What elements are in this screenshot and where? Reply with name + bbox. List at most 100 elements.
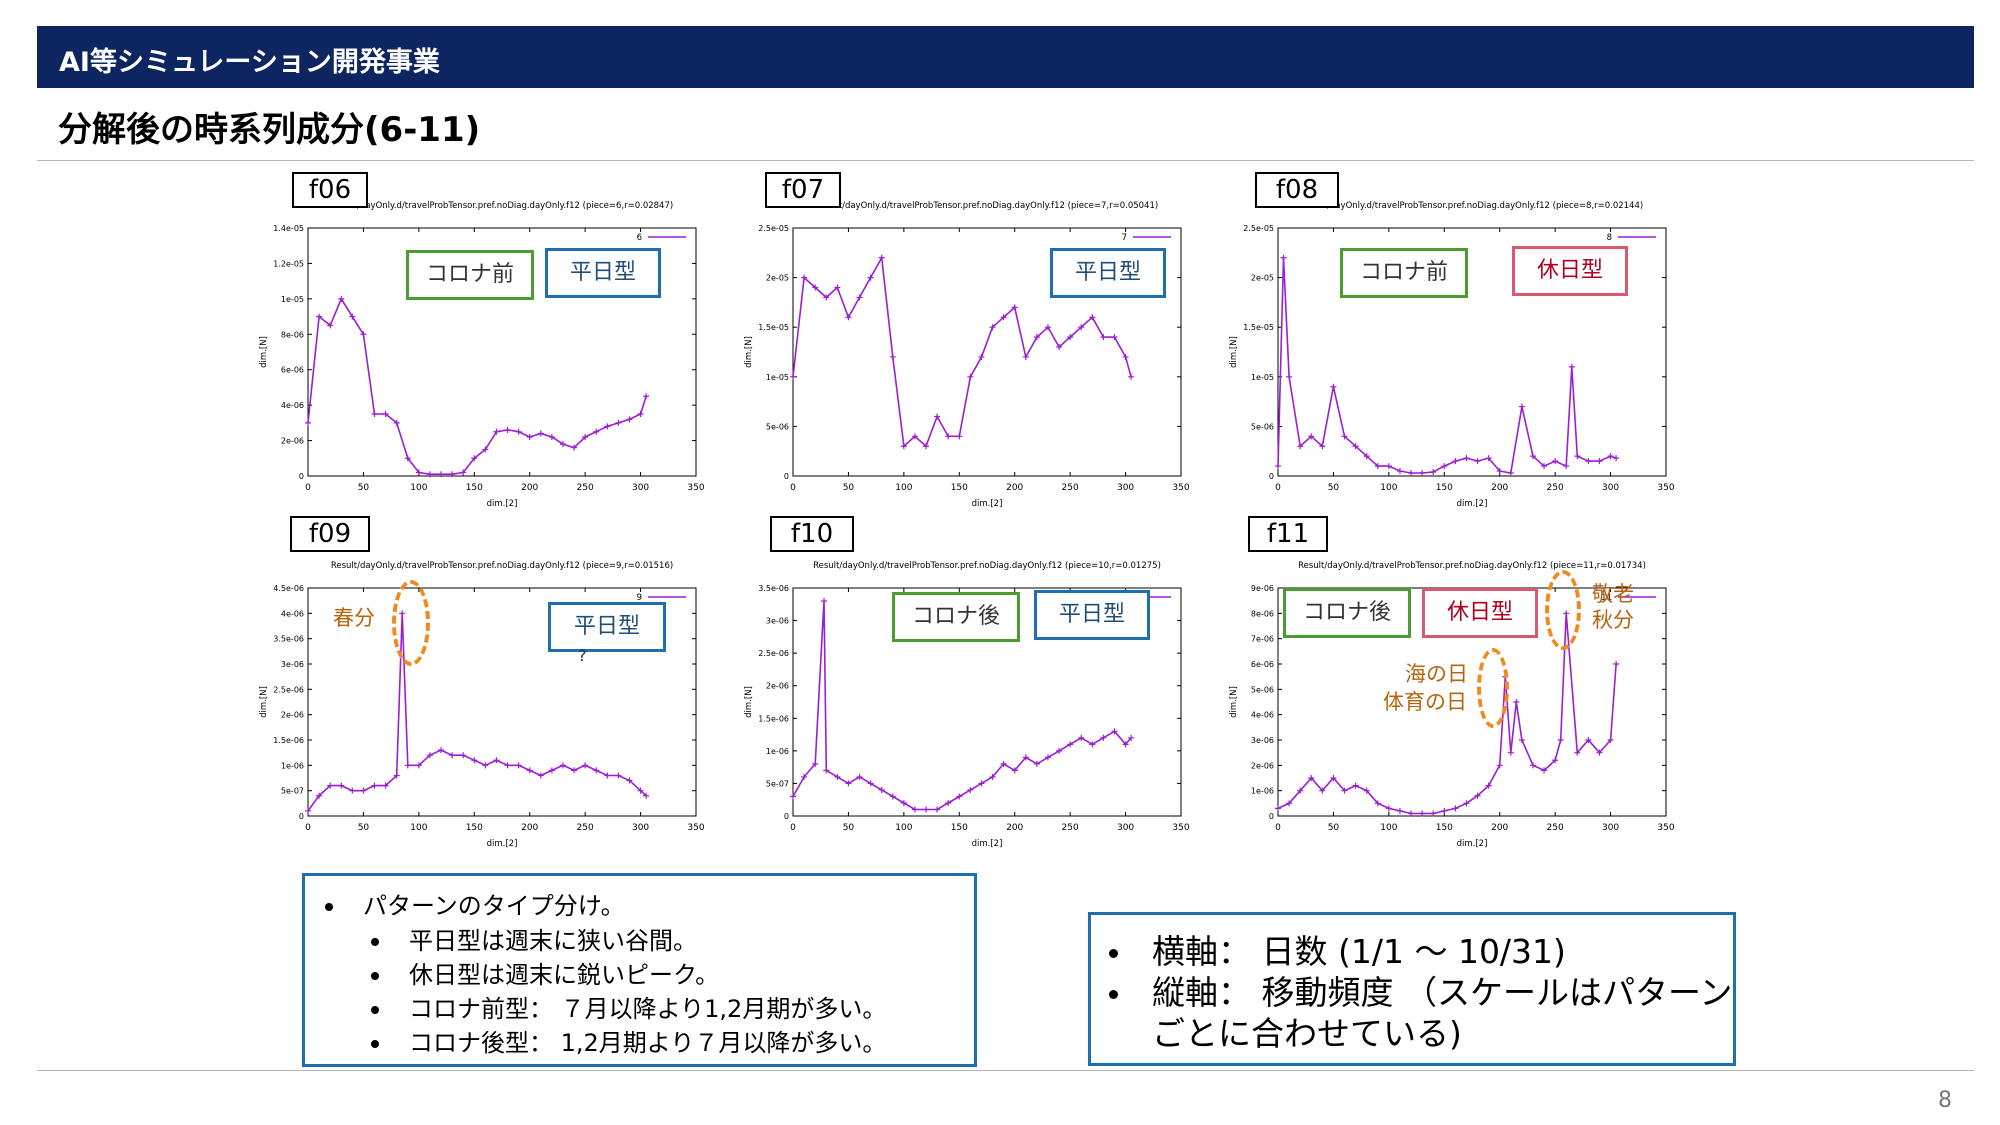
data-point: [1067, 741, 1074, 748]
data-point: [1374, 800, 1381, 807]
y-tick-label: 1.4e-05: [273, 224, 304, 233]
data-point: [1419, 810, 1426, 817]
data-point: [1496, 468, 1503, 475]
x-tick-label: 0: [1275, 483, 1281, 493]
data-point: [382, 411, 389, 417]
data-point: [1000, 314, 1007, 321]
data-point: [471, 455, 478, 462]
data-point: [471, 757, 478, 764]
plot-frame: [792, 227, 1182, 477]
panel-f08: Result/dayOnly.d/travelProbTensor.pref.n…: [1220, 190, 1680, 520]
data-point: [1352, 443, 1359, 450]
data-point: [989, 773, 996, 780]
series-line: [307, 297, 647, 476]
data-point: [1441, 807, 1448, 814]
bullet-icon: [371, 938, 379, 946]
data-point: [643, 393, 650, 400]
data-point: [593, 428, 600, 435]
note-subitem: コロナ後型： 1,2月期より７月以降が多い。: [371, 1023, 886, 1058]
y-tick-label: 5e-06: [1251, 422, 1274, 431]
data-point: [1011, 767, 1018, 774]
data-point: [1529, 453, 1536, 460]
data-point: [1022, 754, 1029, 761]
highlight-oval: [1545, 570, 1581, 650]
data-point: [812, 284, 819, 291]
data-point: [1452, 805, 1459, 812]
x-tick-label: 350: [1657, 483, 1674, 493]
chart-f08: Result/dayOnly.d/travelProbTensor.pref.n…: [1229, 201, 1675, 509]
x-tick-label: 200: [1491, 823, 1508, 833]
annotation-keiro: 敬老: [1592, 582, 1634, 606]
data-point: [1541, 767, 1548, 774]
data-point: [1022, 353, 1029, 360]
data-point: [1518, 403, 1525, 410]
panel-f10: Result/dayOnly.d/travelProbTensor.pref.n…: [735, 550, 1195, 860]
data-point: [1033, 334, 1040, 341]
data-point: [316, 792, 323, 799]
data-point: [327, 782, 334, 789]
data-point: [956, 433, 963, 440]
data-point: [305, 807, 311, 814]
x-tick-label: 50: [1328, 823, 1340, 833]
data-point: [1574, 453, 1581, 460]
legend-label: 7: [1122, 233, 1127, 243]
data-point: [1111, 728, 1118, 735]
y-tick-label: 4e-06: [281, 609, 304, 618]
y-tick-label: 2.5e-05: [1243, 224, 1274, 233]
data-point: [338, 782, 345, 789]
data-point: [438, 471, 445, 478]
series-line: [1277, 257, 1617, 474]
data-point: [889, 353, 896, 360]
data-point: [1056, 747, 1063, 754]
data-point: [338, 295, 345, 302]
chart-title: Result/dayOnly.d/travelProbTensor.pref.n…: [816, 201, 1158, 211]
data-point: [1308, 433, 1315, 440]
data-point: [1613, 455, 1620, 462]
data-point: [1011, 304, 1018, 311]
plot-frame: [307, 587, 697, 817]
note-item: パターンのタイプ分け。: [325, 886, 625, 921]
company-name: AI等シミュレーション開発事業: [59, 47, 440, 78]
y-tick-label: 0: [784, 472, 789, 481]
data-point: [1552, 757, 1559, 764]
y-tick-label: 2.5e-05: [758, 224, 789, 233]
data-point: [1363, 787, 1370, 794]
data-point: [978, 780, 985, 787]
data-point: [856, 294, 863, 301]
y-tick-label: 0: [1269, 472, 1274, 481]
bullet-icon: [1109, 990, 1118, 999]
data-point: [801, 274, 808, 281]
data-point: [548, 434, 555, 441]
data-point: [1513, 699, 1520, 705]
x-tick-label: 150: [951, 483, 968, 493]
data-point: [1280, 254, 1287, 261]
data-point: [1078, 734, 1085, 741]
data-point: [1463, 455, 1470, 462]
y-tick-label: 4.5e-06: [273, 584, 304, 593]
y-tick-label: 2e-05: [766, 274, 789, 283]
data-point: [823, 767, 830, 774]
data-point: [1385, 805, 1392, 812]
tag-weekday: 平日型: [545, 248, 661, 298]
y-tick-label: 3e-06: [281, 660, 304, 669]
y-tick-label: 8e-06: [281, 330, 304, 339]
data-point: [1122, 353, 1129, 360]
data-point: [856, 773, 863, 780]
data-point: [1607, 453, 1614, 460]
y-tick-label: 0: [1269, 812, 1274, 821]
data-point: [1286, 373, 1293, 380]
data-point: [1408, 470, 1415, 477]
data-point: [1297, 787, 1304, 794]
data-point: [1078, 324, 1085, 331]
data-point: [1485, 455, 1492, 462]
plot-frame: [307, 227, 697, 477]
data-point: [1275, 463, 1281, 470]
chart-title: Result/dayOnly.d/travelProbTensor.pref.n…: [813, 561, 1161, 571]
x-tick-label: 0: [305, 483, 311, 493]
data-point: [1319, 443, 1326, 450]
data-point: [548, 767, 555, 774]
chart-f07: Result/dayOnly.d/travelProbTensor.pref.n…: [744, 201, 1190, 509]
data-point: [415, 762, 422, 769]
data-point: [889, 793, 896, 800]
y-tick-label: 6e-06: [1251, 660, 1274, 669]
